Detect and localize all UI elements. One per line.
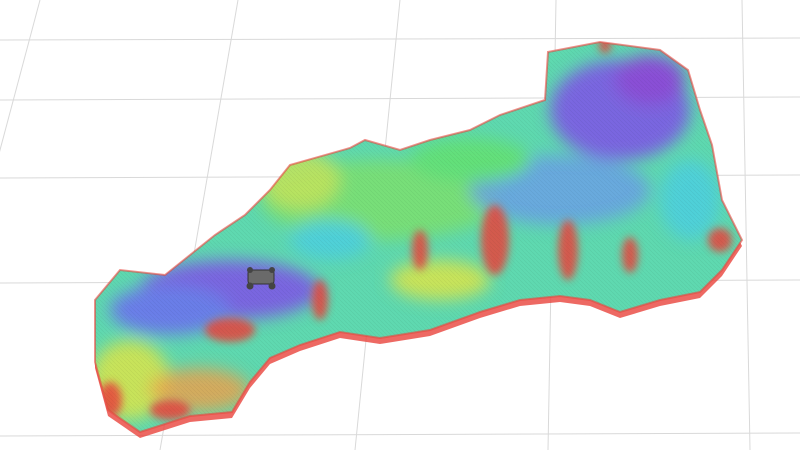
grid-line	[0, 0, 41, 152]
robot-model-icon[interactable]	[246, 267, 276, 290]
grid-line	[0, 432, 800, 437]
elevation-map	[94, 41, 743, 438]
grid-line	[741, 0, 751, 450]
grid-line	[0, 37, 800, 41]
